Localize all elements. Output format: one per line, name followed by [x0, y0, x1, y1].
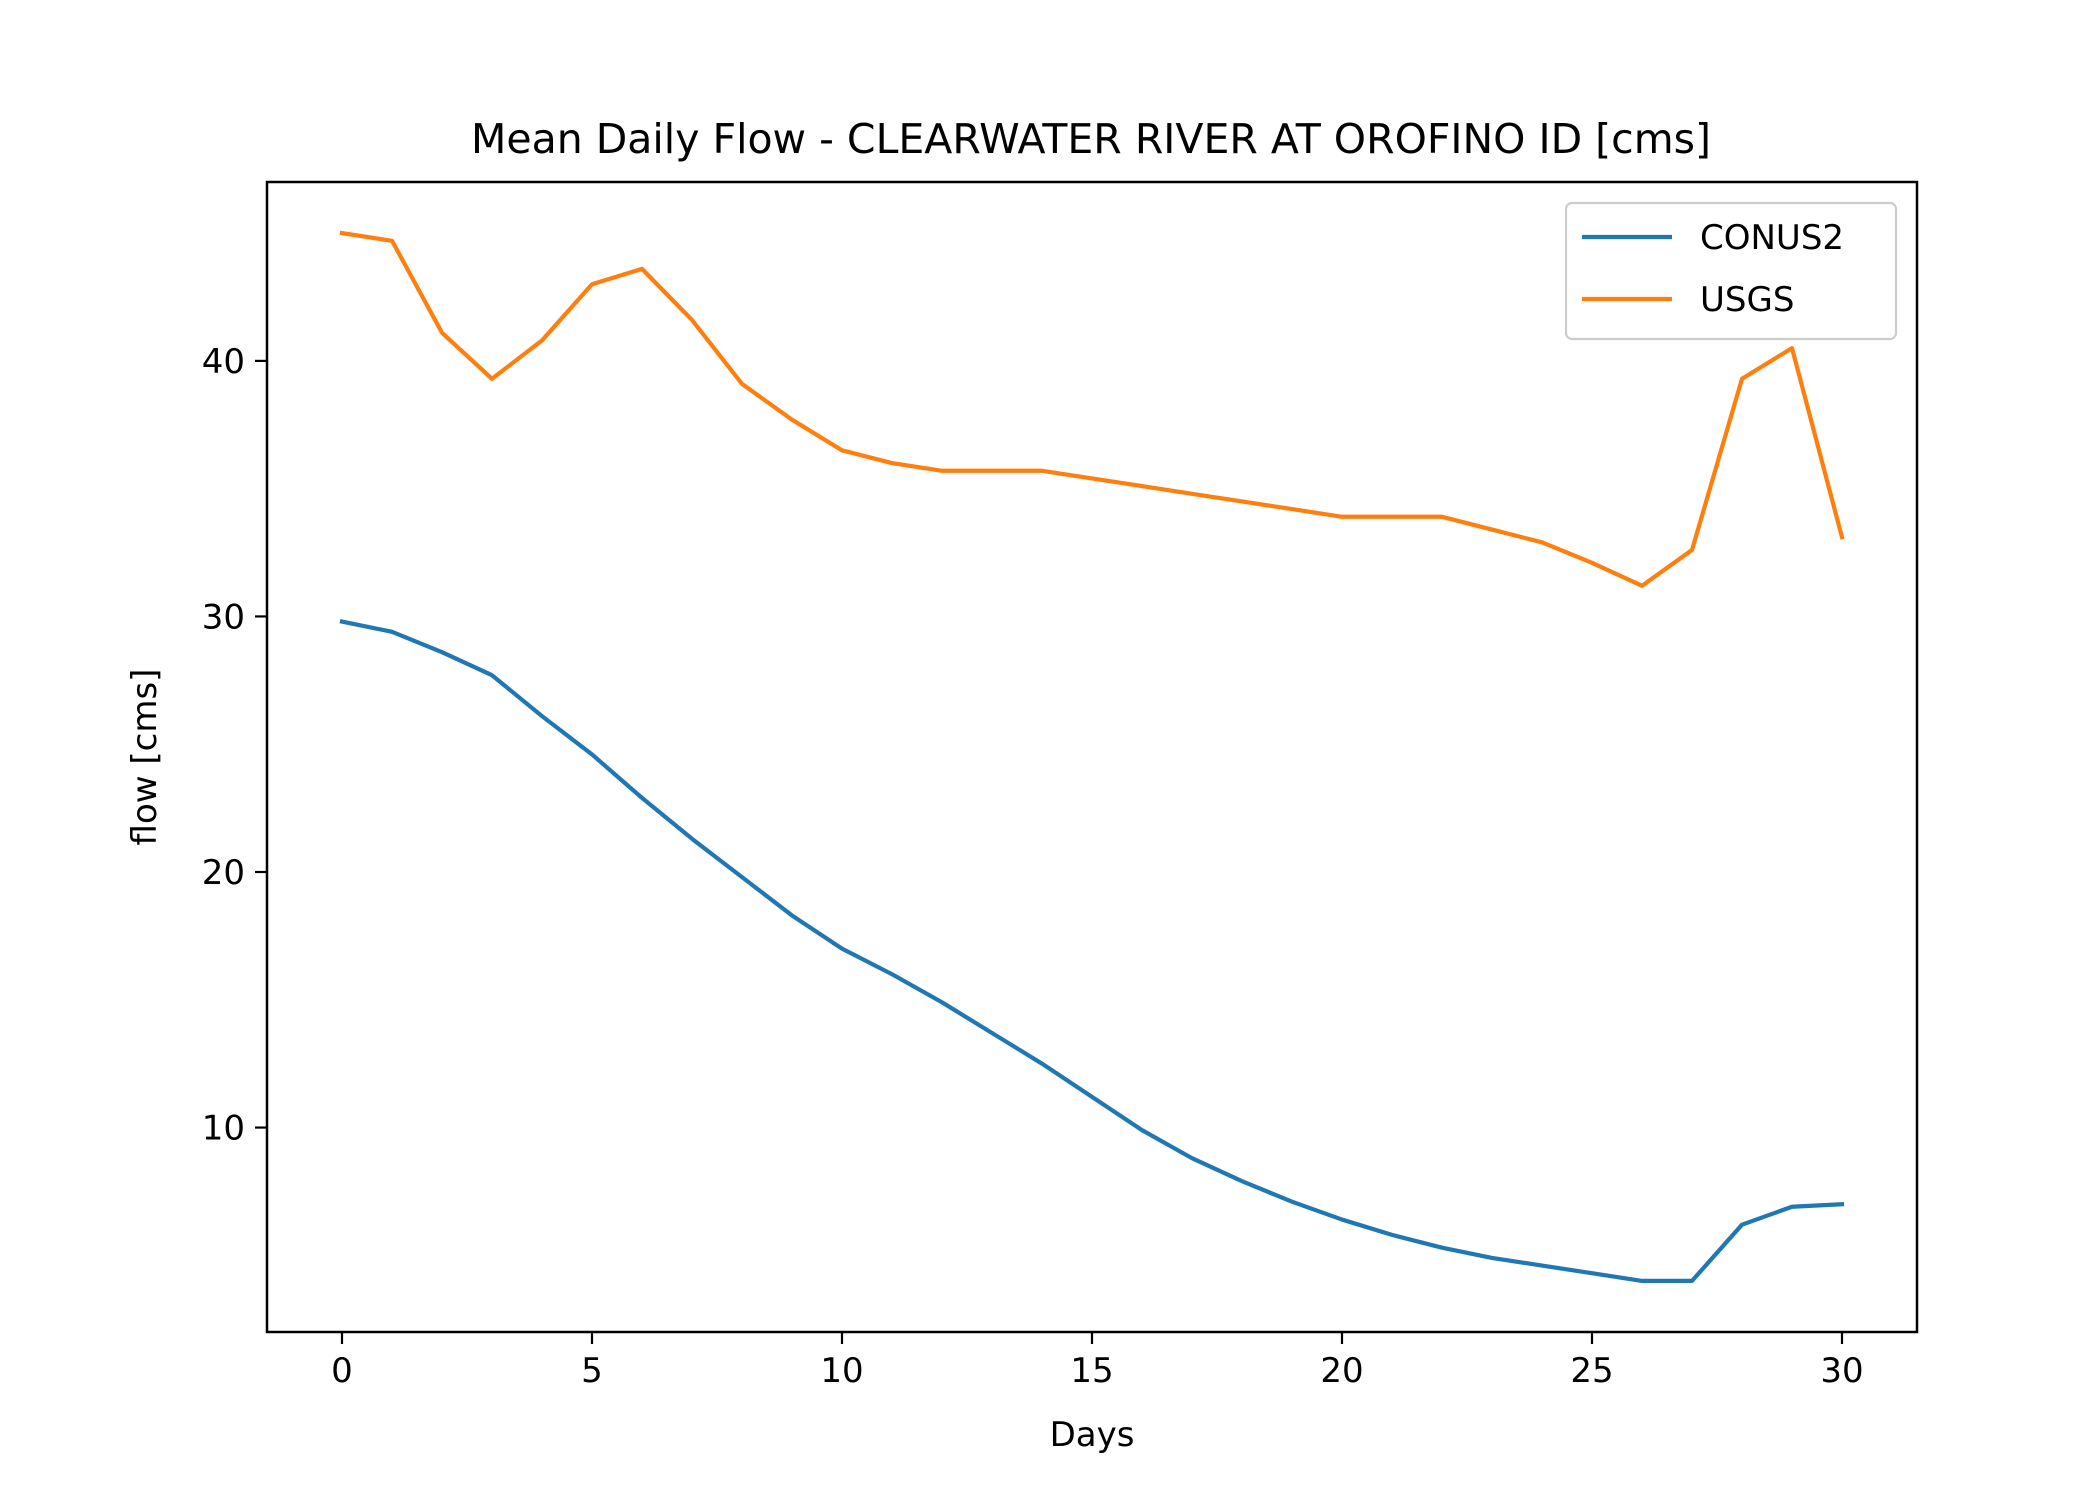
y-tick-label: 40 [202, 342, 245, 382]
x-tick-label: 30 [1820, 1351, 1863, 1391]
series-line-conus2 [339, 619, 1845, 1283]
x-tick-label: 0 [331, 1351, 353, 1391]
y-tick-label: 20 [202, 853, 245, 893]
legend-label-usgs: USGS [1700, 280, 1794, 320]
y-axis: 10 20 30 40 [202, 342, 267, 1149]
y-axis-label: flow [cms] [125, 669, 165, 846]
x-tick-label: 15 [1070, 1351, 1113, 1391]
series-line-usgs [339, 230, 1845, 588]
x-tick-label: 10 [820, 1351, 863, 1391]
legend: CONUS2 USGS [1564, 201, 1898, 341]
x-axis-label: Days [1050, 1415, 1135, 1455]
legend-label-conus2: CONUS2 [1700, 218, 1844, 258]
series-layer [339, 230, 1845, 1283]
y-tick-label: 10 [202, 1109, 245, 1149]
x-tick-label: 25 [1570, 1351, 1613, 1391]
x-tick-label: 20 [1320, 1351, 1363, 1391]
chart-title: Mean Daily Flow - CLEARWATER RIVER AT OR… [471, 115, 1711, 163]
x-tick-label: 5 [581, 1351, 603, 1391]
x-axis: 0 5 10 15 20 25 30 [331, 1332, 1864, 1391]
y-tick-label: 30 [202, 597, 245, 637]
